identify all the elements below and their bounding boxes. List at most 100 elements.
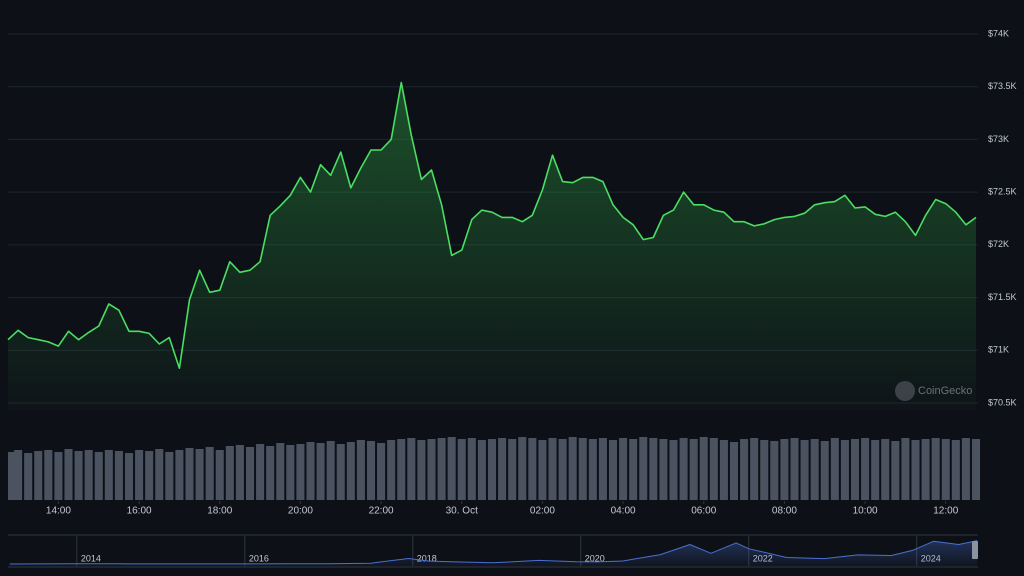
volume-bar [679,438,688,500]
volume-bar [558,439,567,500]
volume-bar [911,440,920,500]
x-tick-label: 30. Oct [446,506,478,517]
volume-bar [840,440,849,500]
navigator-handle[interactable] [972,541,978,559]
volume-bar [24,453,33,500]
x-tick-label: 2020 [585,553,605,563]
volume-bar [256,444,265,500]
volume-bar [689,439,698,500]
volume-bar [568,437,577,500]
volume-bar [881,439,890,500]
x-tick-label: 12:00 [933,506,958,517]
volume-bar [286,445,295,500]
y-tick-label: $72K [988,239,1009,249]
volume-bar [417,440,426,500]
volume-bar [437,438,446,500]
area [9,540,978,566]
volume-bar [810,439,819,500]
volume-bar [195,449,204,500]
volume-bar [770,441,779,500]
volume-bar [659,439,668,500]
volume-bar [477,440,486,500]
volume-bar [518,437,527,500]
volume-bar [225,446,234,500]
y-tick-label: $71K [988,345,1009,355]
volume-bar [276,443,285,500]
volume-bar [175,450,184,500]
volume-bar [951,440,960,500]
volume-bar [64,449,73,500]
x-tick-label: 2018 [417,553,437,563]
volume-bar [215,450,224,500]
volume-bar [155,449,164,500]
volume-bar [699,437,708,500]
volume-bar [850,439,860,500]
x-tick-label: 2014 [81,553,101,563]
y-tick-label: $70.5K [988,397,1017,407]
volume-bar [54,452,63,500]
area [8,82,976,410]
volume-bar [205,447,214,500]
x-tick-label: 06:00 [691,506,716,517]
volume-bar [750,438,759,500]
x-tick-label: 20:00 [288,506,313,517]
volume-bar [619,438,628,500]
volume-bar [528,438,537,500]
volume-bar [871,440,880,500]
volume-bar [830,438,839,500]
volume-bar [901,438,910,500]
price-line [7,81,977,369]
volume-bar [457,439,466,500]
volume-bar [8,452,17,500]
y-tick-label: $74K [988,28,1009,38]
watermark-logo [895,381,915,401]
volume-bar [366,441,376,500]
volume-bar [971,439,981,500]
volume-bar [145,451,154,500]
volume-bar [245,447,255,500]
volume-bar [961,438,970,500]
volume-bar [780,439,789,500]
volume-bar [800,440,809,500]
y-tick-label: $73K [988,134,1009,144]
volume-bar [296,444,305,500]
volume-bar [326,441,335,500]
watermark: CoinGecko [918,385,972,397]
volume-bar [790,438,799,500]
volume-bar [629,439,638,500]
volume-bar [377,443,386,500]
volume-bar [34,451,43,500]
x-tick-label: 10:00 [853,506,878,517]
volume-bar [114,451,123,500]
volume-bar [588,439,597,500]
volume-bar [74,451,83,500]
volume-bar [124,453,134,500]
volume-bar [861,438,870,500]
x-tick-label: 14:00 [46,506,71,517]
volume-bar [941,439,950,500]
volume-bar [427,439,436,500]
volume-bar [639,437,648,500]
volume-bar [135,450,144,500]
x-tick-label: 08:00 [772,506,797,517]
volume-bar [84,450,93,500]
price-line [9,540,978,565]
volume-bar [740,439,749,500]
volume-bar [266,446,275,500]
volume-bar [235,445,244,500]
volume-bar [407,438,416,500]
volume-bar [498,438,507,500]
x-tick-label: 04:00 [611,506,636,517]
x-tick-label: 16:00 [127,506,152,517]
volume-bar [820,441,829,500]
y-tick-label: $73.5K [988,81,1017,91]
x-tick-label: 02:00 [530,506,555,517]
volume-bar [538,440,547,500]
x-tick-label: 18:00 [207,506,232,517]
volume-bar [649,438,658,500]
volume-bar [729,442,739,500]
volume-bar [44,450,53,500]
volume-bar [346,442,355,500]
volume-bar [608,440,618,500]
volume-bar [719,440,728,500]
